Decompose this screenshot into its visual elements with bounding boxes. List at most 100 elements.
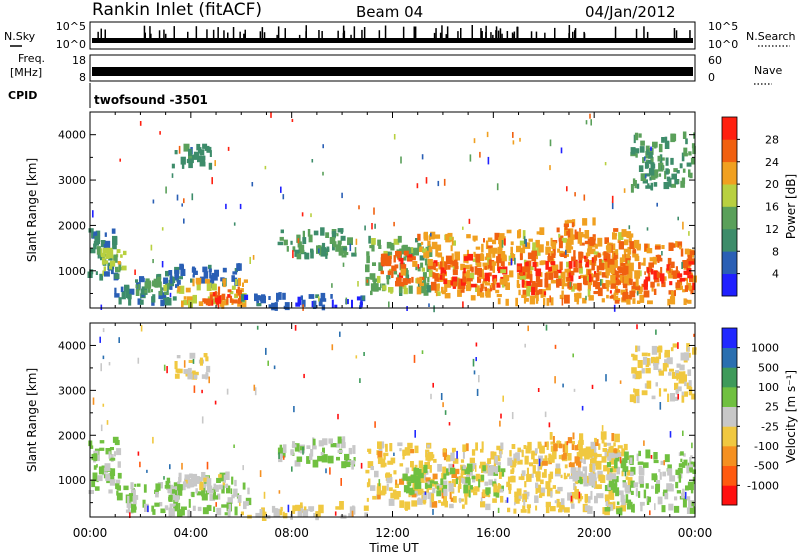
data-cell xyxy=(451,471,457,478)
data-cell xyxy=(632,178,636,186)
data-cell xyxy=(196,279,201,285)
data-cell xyxy=(689,457,692,466)
data-cell xyxy=(395,277,402,287)
data-cell xyxy=(187,509,191,518)
data-cell xyxy=(494,232,500,241)
data-cell xyxy=(620,493,624,499)
data-cell xyxy=(424,482,428,489)
data-cell xyxy=(368,235,371,244)
data-cell xyxy=(228,504,232,513)
data-cell xyxy=(422,272,427,279)
data-cell xyxy=(606,253,611,261)
data-cell xyxy=(454,252,460,257)
data-cell xyxy=(201,474,205,479)
data-cell xyxy=(146,280,152,289)
data-cell xyxy=(417,242,422,250)
data-cell xyxy=(657,254,660,263)
data-cell xyxy=(663,182,670,190)
nsky-spike xyxy=(276,34,278,38)
nsky-spike xyxy=(446,26,449,38)
data-cell xyxy=(381,441,385,449)
data-cell xyxy=(523,259,527,264)
data-cell xyxy=(445,255,452,264)
nsky-spike xyxy=(100,28,102,38)
data-speckle xyxy=(242,465,244,471)
data-speckle xyxy=(514,257,516,265)
data-cell xyxy=(429,465,432,473)
data-cell xyxy=(417,233,421,241)
data-cell xyxy=(340,442,346,449)
data-cell xyxy=(566,276,571,282)
data-cell xyxy=(484,286,487,292)
data-cell xyxy=(577,458,583,463)
data-cell xyxy=(302,237,307,244)
nsky-spike xyxy=(337,30,339,38)
data-speckle xyxy=(473,370,476,375)
data-cell xyxy=(128,493,133,502)
data-cell xyxy=(487,257,490,262)
data-cell xyxy=(632,250,636,258)
data-cell xyxy=(460,459,465,463)
data-cell xyxy=(651,395,656,400)
data-cell xyxy=(467,253,473,261)
data-cell xyxy=(564,220,569,224)
data-cell xyxy=(625,494,629,503)
data-cell xyxy=(498,241,503,251)
data-speckle xyxy=(677,342,679,349)
data-cell xyxy=(135,288,140,296)
data-cell xyxy=(645,483,649,489)
data-cell xyxy=(637,395,640,399)
data-cell xyxy=(94,235,101,242)
data-cell xyxy=(633,239,640,249)
data-cell xyxy=(214,295,221,303)
data-cell xyxy=(684,391,688,397)
data-cell xyxy=(439,274,445,280)
data-cell xyxy=(473,251,476,258)
data-cell xyxy=(474,266,478,275)
data-cell xyxy=(174,505,178,512)
data-cell xyxy=(585,259,589,268)
data-cell xyxy=(213,506,216,512)
data-cell xyxy=(534,265,537,271)
data-cell xyxy=(415,238,419,243)
data-cell xyxy=(188,483,192,488)
data-cell xyxy=(609,290,612,294)
data-cell xyxy=(690,289,694,295)
data-cell xyxy=(199,276,206,284)
data-cell xyxy=(603,251,607,259)
data-cell xyxy=(632,354,638,361)
nsky-spike xyxy=(318,30,320,38)
date-title: 04/Jan/2012 xyxy=(585,3,676,21)
data-cell xyxy=(284,302,290,311)
data-cell xyxy=(598,258,602,263)
data-cell xyxy=(569,246,574,250)
data-cell xyxy=(676,170,680,174)
data-cell xyxy=(685,285,689,289)
data-cell xyxy=(206,282,212,291)
data-cell xyxy=(313,513,316,518)
data-cell xyxy=(98,466,104,475)
data-speckle xyxy=(591,384,594,389)
data-speckle xyxy=(239,502,241,507)
data-cell xyxy=(211,283,217,291)
data-cell xyxy=(462,465,467,470)
data-cell xyxy=(383,250,388,254)
data-speckle xyxy=(310,213,312,218)
data-cell xyxy=(654,245,661,250)
data-speckle xyxy=(92,210,94,218)
data-cell xyxy=(427,483,433,488)
data-cell xyxy=(380,458,386,468)
data-cell xyxy=(469,457,475,464)
data-cell xyxy=(238,290,242,295)
data-cell xyxy=(444,261,448,270)
data-cell xyxy=(438,500,441,504)
data-cell xyxy=(638,491,641,498)
data-cell xyxy=(623,265,629,275)
data-cell xyxy=(262,511,267,521)
data-cell xyxy=(657,496,663,505)
data-cell xyxy=(167,484,174,494)
data-cell xyxy=(679,285,683,290)
data-cell xyxy=(221,485,225,494)
data-cell xyxy=(208,268,212,273)
data-cell xyxy=(653,270,659,280)
